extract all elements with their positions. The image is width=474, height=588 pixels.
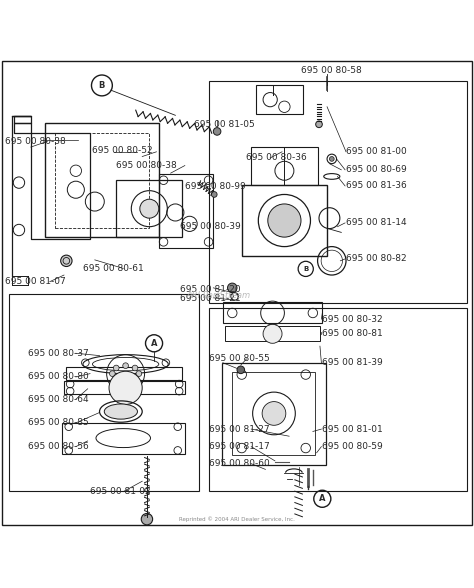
Circle shape <box>140 199 159 218</box>
Text: A: A <box>151 339 157 348</box>
Ellipse shape <box>104 404 137 419</box>
Circle shape <box>213 128 221 135</box>
Text: 695 00 80-82: 695 00 80-82 <box>346 255 407 263</box>
Circle shape <box>228 283 237 293</box>
Text: 695 00 81-05: 695 00 81-05 <box>194 121 255 129</box>
Text: 695 00 80-69: 695 00 80-69 <box>346 165 407 174</box>
Text: 695 00 81-00: 695 00 81-00 <box>346 148 407 156</box>
Text: 695 00 80-52: 695 00 80-52 <box>92 146 153 155</box>
Text: 695 00 80-80: 695 00 80-80 <box>28 372 89 382</box>
Bar <box>209 81 467 303</box>
Bar <box>209 308 467 491</box>
Bar <box>64 381 185 395</box>
Circle shape <box>237 366 245 373</box>
Text: 695 00 81-17: 695 00 81-17 <box>209 442 269 451</box>
Text: 695 00 81-39: 695 00 81-39 <box>322 358 383 368</box>
Circle shape <box>113 365 119 371</box>
Text: 695 00 80-64: 695 00 80-64 <box>28 395 89 404</box>
Text: 695 00 80-56: 695 00 80-56 <box>28 442 89 451</box>
Circle shape <box>263 325 282 343</box>
Text: 695 00 80-61: 695 00 80-61 <box>83 264 144 273</box>
Circle shape <box>123 363 128 369</box>
Circle shape <box>329 156 334 161</box>
Text: 695 00 80-81: 695 00 80-81 <box>322 329 383 338</box>
Bar <box>256 85 303 114</box>
Text: 695 00 80-37: 695 00 80-37 <box>28 349 89 358</box>
Bar <box>251 147 318 185</box>
Text: 695 00 80-36: 695 00 80-36 <box>246 153 307 162</box>
Circle shape <box>123 379 128 385</box>
Circle shape <box>132 376 138 382</box>
Text: 695 00 80-59: 695 00 80-59 <box>322 442 383 451</box>
Bar <box>159 174 213 248</box>
Bar <box>55 133 149 228</box>
Text: 695 00 81-27: 695 00 81-27 <box>209 425 269 433</box>
Text: 695 00 81-36: 695 00 81-36 <box>346 182 407 191</box>
Text: 695 00 80-85: 695 00 80-85 <box>28 419 89 427</box>
Text: 695 00 80-60: 695 00 80-60 <box>209 459 269 468</box>
Text: 695 00 81-07: 695 00 81-07 <box>5 277 65 286</box>
Circle shape <box>262 402 286 425</box>
Text: 695 00 81-21: 695 00 81-21 <box>180 294 241 303</box>
Text: B: B <box>303 266 309 272</box>
Circle shape <box>132 365 138 371</box>
Circle shape <box>136 371 142 376</box>
Circle shape <box>211 192 217 198</box>
Text: 695 00 81-20: 695 00 81-20 <box>180 285 241 294</box>
Bar <box>116 181 182 237</box>
Circle shape <box>109 371 115 376</box>
Text: B: B <box>99 81 105 90</box>
Text: 695 00 81-02: 695 00 81-02 <box>90 487 151 496</box>
Bar <box>9 294 199 491</box>
Text: 695 00 80-38: 695 00 80-38 <box>5 137 65 146</box>
Text: 695 00 80-38: 695 00 80-38 <box>116 161 177 170</box>
Text: 695 00 80-39: 695 00 80-39 <box>180 222 241 230</box>
Text: 695 00 80-55: 695 00 80-55 <box>209 355 269 363</box>
Text: Reprinted © 2004 ARI Dealer Service, Inc.: Reprinted © 2004 ARI Dealer Service, Inc… <box>179 517 295 523</box>
Circle shape <box>61 255 72 266</box>
Bar <box>223 302 322 323</box>
Bar <box>45 123 159 237</box>
Bar <box>222 363 326 465</box>
Bar <box>225 326 320 342</box>
Circle shape <box>109 371 142 405</box>
Text: 695 00 80-99: 695 00 80-99 <box>185 182 246 191</box>
Text: 695 00 80-32: 695 00 80-32 <box>322 315 383 323</box>
Bar <box>66 367 182 380</box>
Circle shape <box>113 376 119 382</box>
Text: ARI PartStream: ARI PartStream <box>186 291 250 300</box>
Circle shape <box>316 121 322 128</box>
Bar <box>242 185 327 256</box>
Text: 695 00 80-58: 695 00 80-58 <box>301 66 362 75</box>
Text: 695 00 81-01: 695 00 81-01 <box>322 425 383 433</box>
Text: 695 00 81-14: 695 00 81-14 <box>346 218 407 228</box>
Circle shape <box>141 513 153 525</box>
Text: A: A <box>319 495 326 503</box>
Circle shape <box>268 204 301 237</box>
Bar <box>232 372 315 455</box>
Bar <box>62 423 185 454</box>
